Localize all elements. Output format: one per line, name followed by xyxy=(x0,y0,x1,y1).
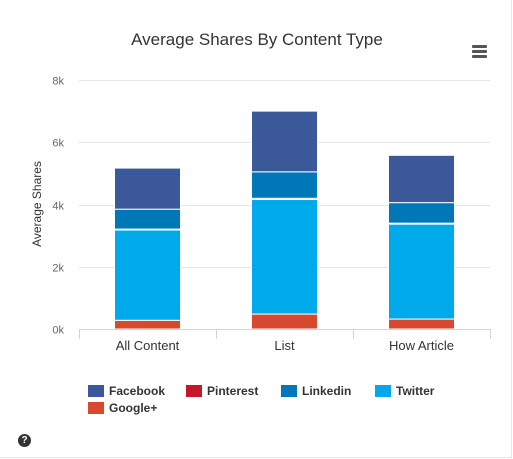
legend-swatch xyxy=(281,385,297,397)
x-tick-label: All Content xyxy=(116,338,180,353)
bar-segment-twitter[interactable] xyxy=(114,229,181,321)
bar-segment-linkedin[interactable] xyxy=(114,208,181,230)
legend-item-twitter[interactable]: Twitter xyxy=(375,384,434,398)
legend-label: Twitter xyxy=(396,384,435,398)
legend-label: Pinterest xyxy=(207,384,259,398)
legend-swatch xyxy=(375,385,391,397)
legend-swatch xyxy=(88,402,104,414)
bar-segment-facebook[interactable] xyxy=(114,167,181,210)
y-tick-label: 0k xyxy=(52,325,64,337)
y-tick-label: 2k xyxy=(52,263,64,275)
bars xyxy=(114,110,455,330)
bar-segment-twitter[interactable] xyxy=(251,199,318,315)
legend-label: Facebook xyxy=(109,384,166,398)
y-axis-title: Average Shares xyxy=(30,161,44,247)
legend-item-facebook[interactable]: Facebook xyxy=(88,384,165,398)
y-tick-label: 4k xyxy=(52,201,64,213)
bar-segment-facebook[interactable] xyxy=(251,110,318,173)
legend-item-linkedin[interactable]: Linkedin xyxy=(281,384,351,398)
legend-swatch xyxy=(186,385,202,397)
legend-label: Linkedin xyxy=(302,384,352,398)
chart-title: Average Shares By Content Type xyxy=(131,30,383,49)
axes: 0k 2k 4k 6k 8k All Content List How Article xyxy=(52,76,491,353)
bar-segment-linkedin[interactable] xyxy=(251,171,318,199)
legend-item-google-[interactable]: Google+ xyxy=(88,401,157,415)
legend-label: Google+ xyxy=(109,401,158,415)
y-tick-label: 6k xyxy=(52,138,64,150)
bar-segment-linkedin[interactable] xyxy=(388,202,455,224)
bar-segment-google-[interactable] xyxy=(114,319,181,330)
y-tick-label: 8k xyxy=(52,76,64,88)
bar-segment-facebook[interactable] xyxy=(388,154,455,204)
bar-segment-twitter[interactable] xyxy=(388,223,455,320)
question-circle-icon[interactable]: ? xyxy=(18,434,31,447)
x-tick-label: List xyxy=(274,338,295,353)
hamburger-menu-icon[interactable] xyxy=(471,44,489,60)
bar-segment-google-[interactable] xyxy=(251,313,318,330)
bar-segment-google-[interactable] xyxy=(388,318,455,330)
legend-swatch xyxy=(88,385,104,397)
legend-item-pinterest[interactable]: Pinterest xyxy=(186,384,258,398)
x-tick-label: How Article xyxy=(389,338,454,353)
